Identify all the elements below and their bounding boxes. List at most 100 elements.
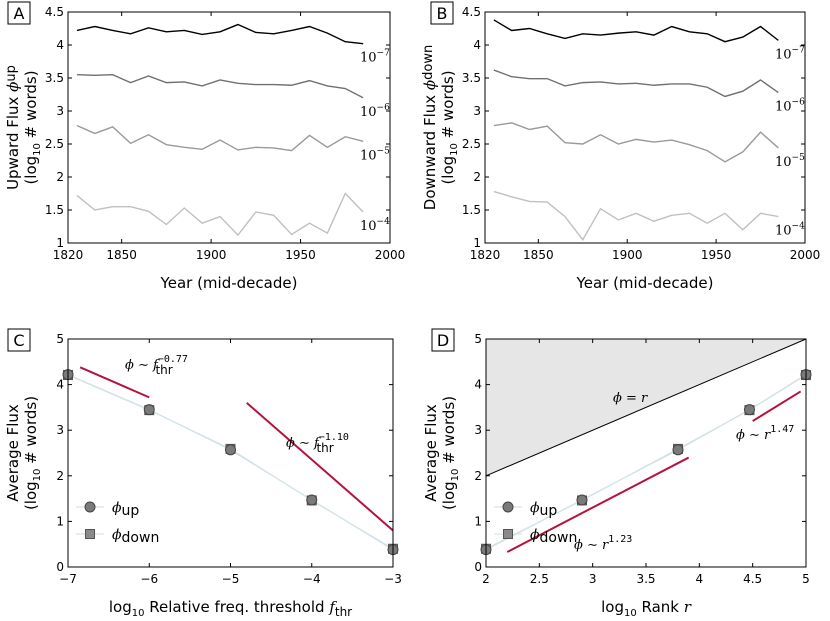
x-tick-label: −5 (222, 572, 240, 586)
marker-phi-up (502, 501, 514, 513)
y-tick-label: 1.5 (462, 203, 481, 217)
y-tick-label: 4 (473, 38, 481, 52)
x-tick-label: −4 (303, 572, 321, 586)
x-axis-label: log10 Rank r (601, 598, 692, 619)
y-tick-label: 2 (474, 469, 482, 483)
series-label-10^-7: 10−7 (775, 45, 805, 62)
marker-phi-up (743, 404, 755, 416)
y-tick-label: 3.5 (462, 71, 481, 85)
y-axis-label-line2: (log10 # words) (22, 70, 43, 184)
x-tick-label: −3 (384, 572, 402, 586)
legend-phi-up: ϕup (530, 500, 557, 519)
y-axis-label: Downward Flux ϕdown (421, 45, 439, 210)
marker-phi-up (84, 501, 96, 513)
y-axis-label: Upward Flux ϕup (4, 65, 22, 190)
series-label-10^-7: 10−7 (360, 49, 390, 66)
y-tick-label: 5 (474, 332, 482, 346)
y-tick-label: 3 (56, 104, 64, 118)
axes-frame-B (484, 11, 806, 244)
x-tick-label: 1850 (523, 248, 554, 262)
y-tick-label: 3 (56, 423, 64, 437)
series-line-10^-6 (493, 69, 779, 98)
series-line-10^-4 (493, 190, 779, 241)
panel-A: 1820 1850 1900 1950 2000 1 1.5 2 2.5 3 3.5 4 4.5 10−7… (4, 1, 406, 292)
y-tick-label: 4 (56, 38, 64, 52)
series-line-10^-7 (76, 23, 364, 45)
x-tick-label: 1850 (106, 248, 137, 262)
series-label-10^-6: 10−6 (775, 98, 805, 115)
fit-line (752, 390, 802, 422)
x-tick-label: 1950 (701, 248, 732, 262)
x-tick-label: 2.5 (530, 572, 549, 586)
fit-annotation-2: ϕ ∼ f−1.10 thr (286, 432, 349, 455)
x-tick-label: 1820 (53, 248, 84, 262)
panel-label-box (7, 328, 31, 352)
x-tick-label: 3.5 (636, 572, 655, 586)
panel-C: −7 −6 −5 −4 −3 0 1 2 3 4 5 ϕ ∼ f−0.77 thr ϕ ∼ f−1.10 t… (4, 328, 402, 619)
series-line-10^-7 (493, 19, 779, 43)
y-tick-label: 4.5 (45, 5, 64, 19)
panel-label: B (437, 4, 448, 23)
y-axis-label: Average Flux (422, 404, 440, 502)
x-axis-label: log10 Relative freq. threshold fthr (109, 598, 352, 619)
x-tick-label: 4.5 (743, 572, 762, 586)
series-label-10^-6: 10−6 (360, 103, 390, 120)
y-tick-label: 1 (474, 514, 482, 528)
y-tick-label: 3 (474, 423, 482, 437)
y-tick-label: 1 (56, 236, 64, 250)
series-label-10^-5: 10−5 (360, 146, 390, 163)
series-line-10^-5 (493, 122, 779, 163)
y-tick-label: 2 (56, 469, 64, 483)
identity-line (485, 338, 807, 477)
x-tick-label: −6 (140, 572, 158, 586)
x-tick-label: 2000 (790, 248, 821, 262)
y-axis-label-line2: (log10 # words) (22, 396, 43, 510)
marker-phi-up (576, 494, 588, 506)
marker-phi-up (672, 444, 684, 456)
series-label-10^-4: 10−4 (360, 217, 390, 234)
x-tick-label: 5 (802, 572, 810, 586)
series-label-10^-5: 10−5 (775, 153, 805, 170)
identity-annotation: ϕ = r (613, 391, 648, 406)
fit-annotation-2: ϕ ∼ r1.23 (574, 534, 632, 553)
fit-line (246, 402, 394, 532)
panel-label: D (437, 331, 449, 350)
panel-B: 1820 1850 1900 1950 2000 1 1.5 2 2.5 3 3.5 4 4.5 10−7… (421, 1, 821, 292)
x-tick-label: 1820 (470, 248, 501, 262)
connector-ϕdown (67, 374, 394, 550)
y-axis-label-line2: (log10 # words) (439, 70, 460, 184)
y-tick-label: 4.5 (462, 5, 481, 19)
x-tick-label: 2 (482, 572, 490, 586)
y-tick-label: 1 (56, 514, 64, 528)
y-tick-label: 1 (473, 236, 481, 250)
x-tick-label: 2000 (375, 248, 406, 262)
series-line-10^-5 (76, 124, 364, 152)
legend-phi-down: ϕdown (112, 527, 159, 546)
panel-label-box (430, 1, 454, 25)
y-tick-label: 4 (56, 378, 64, 392)
panel-D: 2 2.5 3 3.5 4 4.5 5 0 1 2 3 4 5 ϕ = r ϕ ∼ r1.47 ϕ ∼ r1.… (422, 328, 812, 619)
x-axis-label: Year (mid-decade) (576, 274, 714, 292)
y-tick-label: 0 (474, 560, 482, 574)
series-line-10^-6 (76, 73, 364, 99)
y-tick-label: 2 (56, 170, 64, 184)
series-label-10^-4: 10−4 (775, 222, 805, 239)
fit-line (79, 366, 150, 399)
marker-phi-down (503, 529, 513, 539)
x-tick-label: −7 (59, 572, 77, 586)
y-tick-label: 2 (473, 170, 481, 184)
y-tick-label: 0 (56, 560, 64, 574)
y-tick-label: 2.5 (45, 137, 64, 151)
y-tick-label: 4 (474, 378, 482, 392)
axes-frame-A (67, 11, 391, 244)
fit-annotation-1: ϕ ∼ r1.47 (736, 424, 794, 443)
fit-annotation-1: ϕ ∼ f−0.77 thr (125, 354, 188, 377)
marker-phi-up (143, 404, 155, 416)
x-tick-label: 1900 (196, 248, 227, 262)
panel-label: C (13, 331, 24, 350)
marker-phi-up (225, 444, 236, 456)
y-tick-label: 3 (473, 104, 481, 118)
x-axis-label: Year (mid-decade) (160, 274, 298, 292)
legend-phi-down: ϕdown (530, 527, 577, 546)
